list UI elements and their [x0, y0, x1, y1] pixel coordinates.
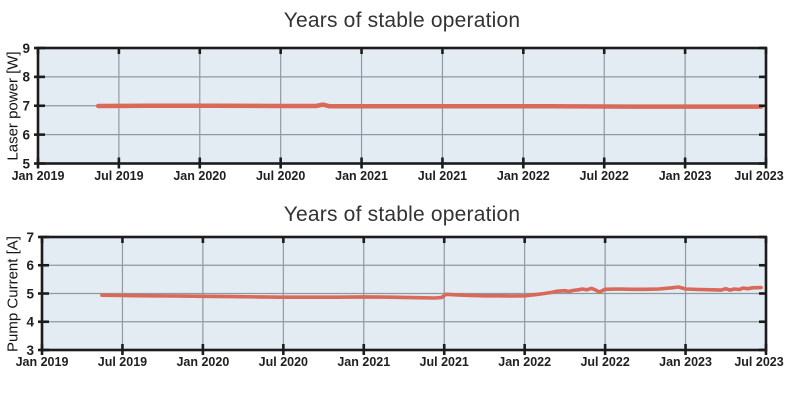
- chart-title: Years of stable operation: [283, 9, 521, 32]
- x-tick-label: Jan 2019: [12, 169, 65, 183]
- x-tick-label: Jul 2020: [259, 355, 308, 369]
- x-tick-label: Jul 2023: [734, 355, 783, 369]
- plot-frame: [36, 46, 768, 165]
- y-tick-label: 5: [22, 156, 30, 171]
- y-tick-label: 9: [22, 41, 30, 56]
- y-tick-label: 3: [26, 343, 34, 358]
- series-line-pump-current: [100, 285, 763, 300]
- x-tick-label: Jul 2020: [256, 169, 305, 183]
- x-tick-label: Jan 2021: [335, 169, 388, 183]
- laser-power-chart: Years of stable operation Laser power [W…: [5, 9, 784, 183]
- plot-frame: [40, 235, 768, 352]
- x-tick-label: Jul 2021: [420, 355, 469, 369]
- x-tick-label: Jan 2022: [498, 355, 551, 369]
- y-tick-label: 7: [26, 230, 34, 245]
- chart-title: Years of stable operation: [283, 203, 521, 226]
- y-tick-label: 6: [22, 127, 30, 142]
- pump-current-chart: Years of stable operation Pump Current […: [0, 200, 786, 400]
- x-tick-label: Jan 2020: [173, 169, 226, 183]
- y-tick-label: 4: [26, 315, 34, 330]
- x-tick-label: Jan 2023: [659, 169, 712, 183]
- y-tick-label: 6: [26, 258, 34, 273]
- x-tick-label: Jul 2023: [734, 169, 783, 183]
- y-tick-label: 7: [22, 99, 30, 114]
- x-tick-label: Jul 2022: [580, 169, 629, 183]
- y-tick-label: 8: [22, 70, 30, 85]
- y-tick-label: 5: [26, 286, 34, 301]
- x-tick-label: Jan 2020: [176, 355, 229, 369]
- x-tick-label: Jul 2019: [94, 169, 143, 183]
- x-tick-label: Jul 2019: [98, 355, 147, 369]
- series-line-laser-power: [95, 102, 764, 109]
- x-tick-label: Jan 2023: [659, 355, 712, 369]
- laser-power-plot: Jan 2019 Jul 2019 Jan 2020 Jul 2020 Jan 2021…: [12, 41, 784, 183]
- x-tick-label: Jan 2022: [497, 169, 550, 183]
- pump-current-plot: Jan 2019 Jul 2019 Jan 2020 Jul 2020 Jan 2021…: [16, 230, 784, 369]
- x-tick-label: Jul 2022: [580, 355, 629, 369]
- x-tick-label: Jan 2021: [337, 355, 390, 369]
- x-tick-label: Jan 2019: [16, 355, 69, 369]
- x-tick-label: Jul 2021: [418, 169, 467, 183]
